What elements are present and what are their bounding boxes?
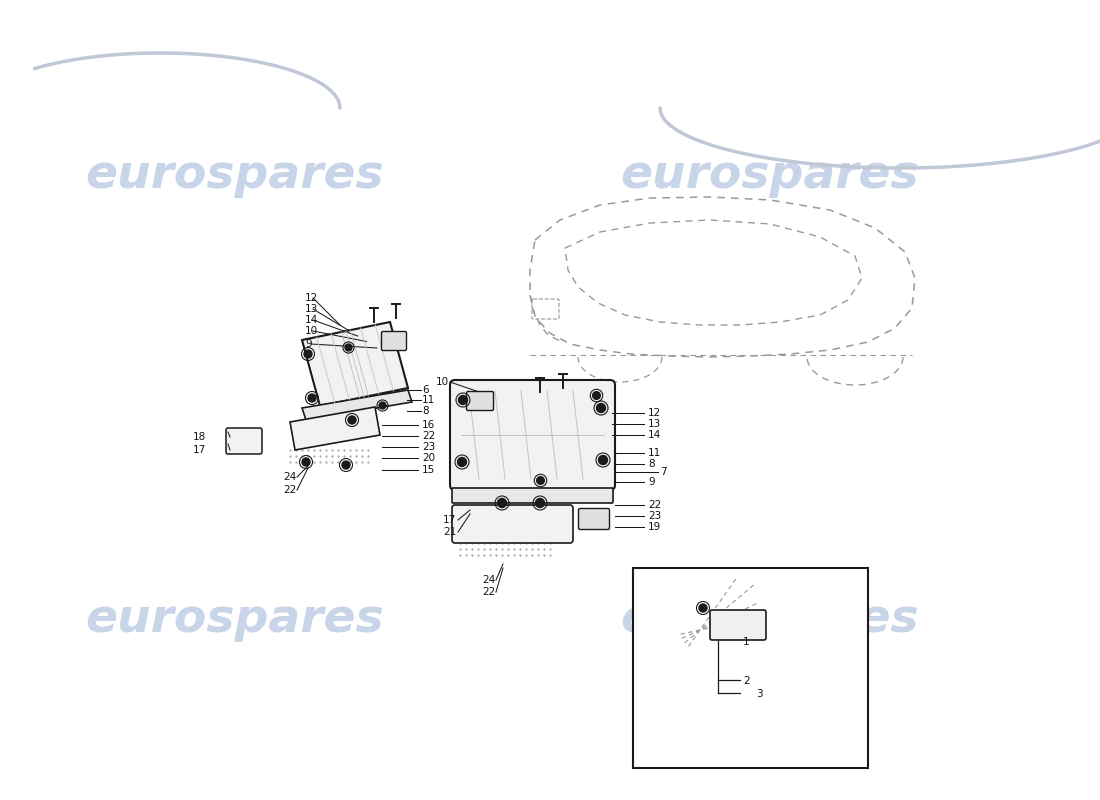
Text: 19: 19 xyxy=(648,522,661,532)
Text: 10: 10 xyxy=(305,326,318,336)
Text: 17: 17 xyxy=(443,515,456,525)
Text: 8: 8 xyxy=(648,459,654,469)
Text: 22: 22 xyxy=(283,485,296,495)
Text: eurospares: eurospares xyxy=(620,153,920,198)
Text: 13: 13 xyxy=(305,304,318,314)
Text: 6: 6 xyxy=(422,385,429,395)
Text: 14: 14 xyxy=(305,315,318,325)
Text: 9: 9 xyxy=(648,477,654,487)
FancyBboxPatch shape xyxy=(579,509,609,530)
Circle shape xyxy=(302,458,310,466)
Text: 17: 17 xyxy=(192,445,207,455)
Circle shape xyxy=(459,395,468,405)
FancyBboxPatch shape xyxy=(710,610,766,640)
Text: 23: 23 xyxy=(648,511,661,521)
Text: 12: 12 xyxy=(305,293,318,303)
Circle shape xyxy=(308,394,316,402)
Text: 9: 9 xyxy=(305,339,311,349)
Text: 1: 1 xyxy=(742,637,749,647)
Text: 16: 16 xyxy=(422,420,436,430)
Circle shape xyxy=(304,350,312,358)
Circle shape xyxy=(497,498,506,507)
Circle shape xyxy=(536,498,544,507)
Text: 12: 12 xyxy=(648,408,661,418)
Text: 22: 22 xyxy=(422,431,436,441)
Text: 18: 18 xyxy=(192,432,207,442)
Text: 10: 10 xyxy=(436,377,449,387)
Circle shape xyxy=(598,455,607,465)
FancyBboxPatch shape xyxy=(452,505,573,543)
Text: 14: 14 xyxy=(648,430,661,440)
Text: 22: 22 xyxy=(648,500,661,510)
Text: 22: 22 xyxy=(482,587,495,597)
Bar xyxy=(632,568,868,768)
Text: 8: 8 xyxy=(422,406,429,416)
Circle shape xyxy=(596,403,605,413)
Text: 13: 13 xyxy=(648,419,661,429)
Text: eurospares: eurospares xyxy=(86,153,384,198)
FancyBboxPatch shape xyxy=(450,380,615,490)
Circle shape xyxy=(458,458,466,466)
FancyBboxPatch shape xyxy=(226,428,262,454)
Text: eurospares: eurospares xyxy=(86,598,384,642)
Text: 23: 23 xyxy=(422,442,436,452)
Polygon shape xyxy=(290,407,380,450)
Text: 21: 21 xyxy=(443,527,456,537)
Circle shape xyxy=(348,416,356,424)
Text: 24: 24 xyxy=(283,472,296,482)
Text: 24: 24 xyxy=(482,575,495,585)
Text: 11: 11 xyxy=(648,448,661,458)
FancyBboxPatch shape xyxy=(382,331,407,350)
Text: eurospares: eurospares xyxy=(620,598,920,642)
Text: 15: 15 xyxy=(422,465,436,475)
Circle shape xyxy=(342,461,350,469)
FancyBboxPatch shape xyxy=(466,391,494,410)
FancyBboxPatch shape xyxy=(452,488,613,503)
Text: 3: 3 xyxy=(756,689,762,699)
Polygon shape xyxy=(302,390,412,420)
Polygon shape xyxy=(302,322,408,406)
Text: 11: 11 xyxy=(422,395,436,405)
Circle shape xyxy=(698,604,707,612)
Text: 20: 20 xyxy=(422,453,436,463)
Text: 2: 2 xyxy=(742,676,749,686)
Text: 7: 7 xyxy=(660,467,667,477)
